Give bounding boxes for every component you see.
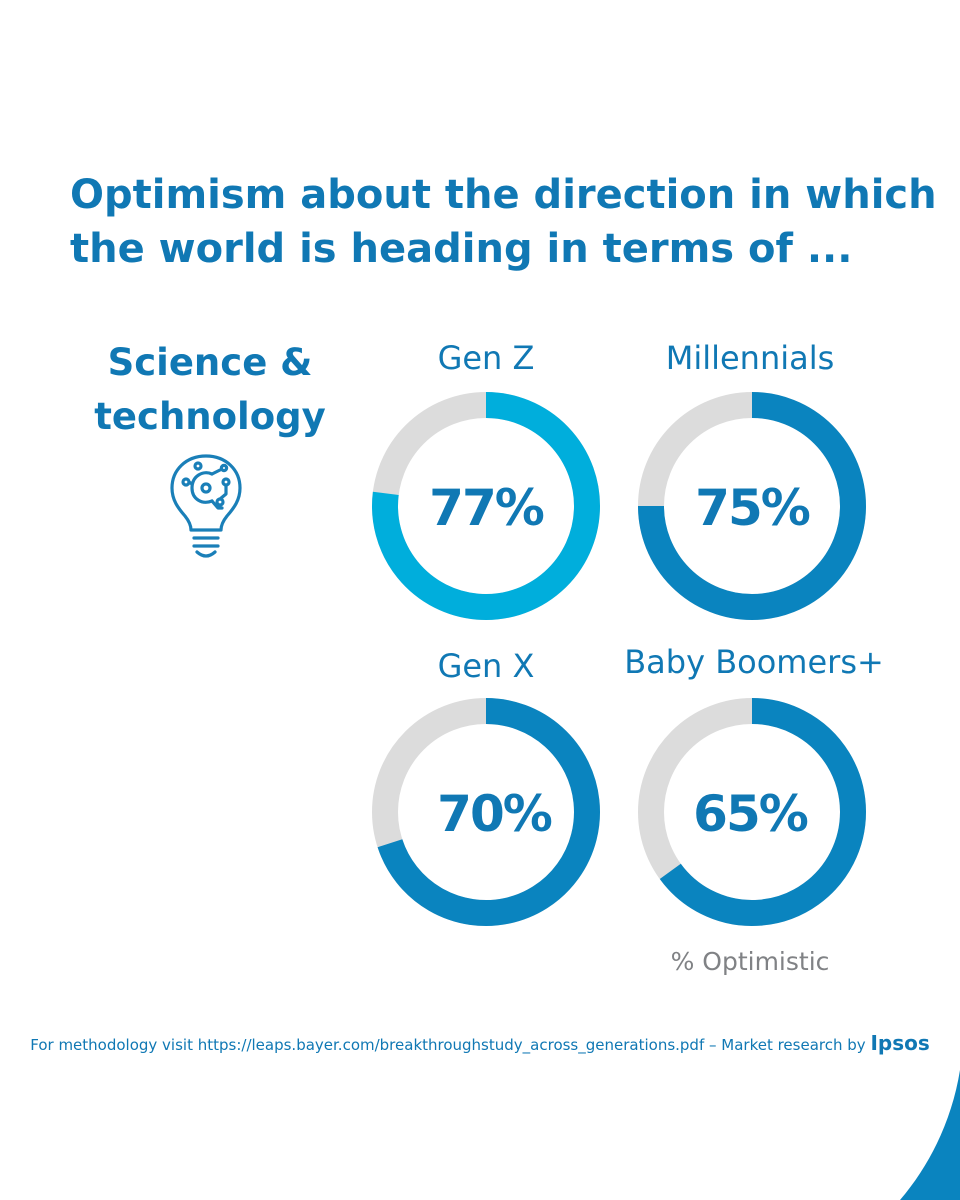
donut-value-arc-gen-x — [377, 698, 600, 926]
lightbulb-circuit-icon — [170, 454, 242, 558]
label-gen-z: Gen Z — [437, 339, 535, 377]
topic-line-2: technology — [94, 395, 326, 438]
donut-gen-z: 77% — [372, 392, 600, 620]
donut-value-arc-baby-boomers — [659, 698, 866, 926]
topic-line-1: Science & — [107, 341, 313, 384]
label-millennials: Millennials — [665, 339, 835, 377]
donut-gen-x: 70% — [372, 698, 600, 926]
chart-title: Optimism about the direction in which th… — [70, 168, 937, 276]
donut-label-millennials: 75% — [695, 479, 810, 537]
title-line-1: Optimism about the direction in which — [70, 172, 937, 218]
topic-heading: Science & technology — [60, 336, 360, 444]
ipsos-logo: Ipsos — [870, 1031, 930, 1055]
corner-decoration — [900, 1070, 960, 1200]
donut-millennials: 75% — [638, 392, 866, 620]
donut-label-baby-boomers: 65% — [693, 785, 808, 843]
label-baby-boomers: Baby Boomers+ — [624, 643, 884, 681]
donut-baby-boomers: 65% — [638, 698, 866, 926]
donut-value-arc-millennials — [638, 392, 866, 620]
footer: For methodology visit https://leaps.baye… — [0, 1030, 960, 1058]
donut-label-gen-z: 77% — [429, 479, 544, 537]
unit-label: % Optimistic — [670, 947, 830, 976]
title-line-2: the world is heading in terms of ... — [70, 226, 853, 272]
donut-value-arc-gen-z — [372, 392, 600, 620]
footer-text: For methodology visit https://leaps.baye… — [30, 1036, 866, 1054]
label-gen-x: Gen X — [437, 647, 535, 685]
donut-label-gen-x: 70% — [437, 785, 552, 843]
